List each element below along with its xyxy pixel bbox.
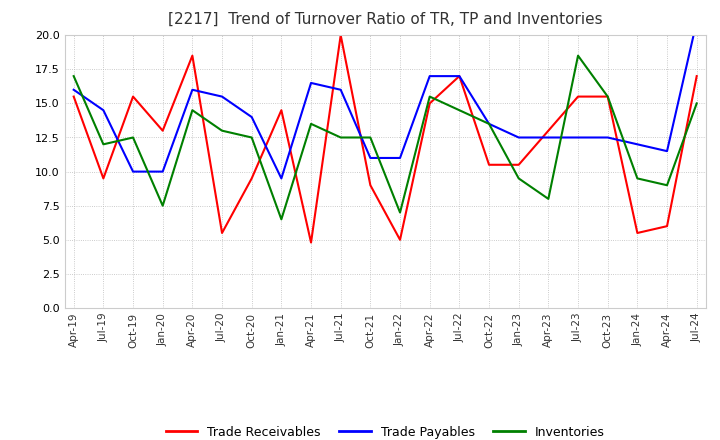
Trade Payables <box>396 155 405 161</box>
Inventories <box>188 107 197 113</box>
Trade Receivables <box>426 101 434 106</box>
Trade Receivables <box>158 128 167 133</box>
Trade Payables <box>158 169 167 174</box>
Trade Receivables <box>485 162 493 167</box>
Line: Inventories: Inventories <box>73 55 697 219</box>
Trade Payables <box>129 169 138 174</box>
Trade Payables <box>603 135 612 140</box>
Trade Payables <box>366 155 374 161</box>
Inventories <box>633 176 642 181</box>
Trade Payables <box>217 94 226 99</box>
Trade Receivables <box>455 73 464 79</box>
Trade Payables <box>455 73 464 79</box>
Trade Payables <box>514 135 523 140</box>
Inventories <box>544 196 553 202</box>
Inventories <box>217 128 226 133</box>
Line: Trade Receivables: Trade Receivables <box>73 35 697 242</box>
Inventories <box>455 107 464 113</box>
Inventories <box>336 135 345 140</box>
Legend: Trade Receivables, Trade Payables, Inventories: Trade Receivables, Trade Payables, Inven… <box>161 421 610 440</box>
Inventories <box>603 94 612 99</box>
Title: [2217]  Trend of Turnover Ratio of TR, TP and Inventories: [2217] Trend of Turnover Ratio of TR, TP… <box>168 12 603 27</box>
Trade Payables <box>544 135 553 140</box>
Trade Receivables <box>188 53 197 58</box>
Trade Receivables <box>574 94 582 99</box>
Trade Receivables <box>693 73 701 79</box>
Trade Receivables <box>69 94 78 99</box>
Inventories <box>693 101 701 106</box>
Trade Receivables <box>633 230 642 235</box>
Trade Payables <box>277 176 286 181</box>
Inventories <box>366 135 374 140</box>
Trade Receivables <box>366 183 374 188</box>
Trade Payables <box>248 114 256 120</box>
Trade Payables <box>662 149 671 154</box>
Trade Receivables <box>277 107 286 113</box>
Trade Receivables <box>217 230 226 235</box>
Inventories <box>662 183 671 188</box>
Inventories <box>574 53 582 58</box>
Trade Payables <box>336 87 345 92</box>
Trade Payables <box>574 135 582 140</box>
Inventories <box>307 121 315 127</box>
Trade Payables <box>307 80 315 85</box>
Trade Payables <box>99 107 108 113</box>
Trade Payables <box>485 121 493 127</box>
Inventories <box>99 142 108 147</box>
Trade Payables <box>633 142 642 147</box>
Trade Payables <box>188 87 197 92</box>
Trade Receivables <box>307 240 315 245</box>
Trade Receivables <box>396 237 405 242</box>
Inventories <box>277 216 286 222</box>
Inventories <box>426 94 434 99</box>
Trade Receivables <box>129 94 138 99</box>
Inventories <box>514 176 523 181</box>
Trade Payables <box>693 19 701 24</box>
Trade Payables <box>426 73 434 79</box>
Trade Receivables <box>544 128 553 133</box>
Trade Receivables <box>603 94 612 99</box>
Inventories <box>396 210 405 215</box>
Trade Payables <box>69 87 78 92</box>
Trade Receivables <box>514 162 523 167</box>
Inventories <box>69 73 78 79</box>
Line: Trade Payables: Trade Payables <box>73 22 697 179</box>
Trade Receivables <box>336 33 345 38</box>
Inventories <box>485 121 493 127</box>
Inventories <box>158 203 167 209</box>
Inventories <box>248 135 256 140</box>
Trade Receivables <box>99 176 108 181</box>
Inventories <box>129 135 138 140</box>
Trade Receivables <box>662 224 671 229</box>
Trade Receivables <box>248 176 256 181</box>
